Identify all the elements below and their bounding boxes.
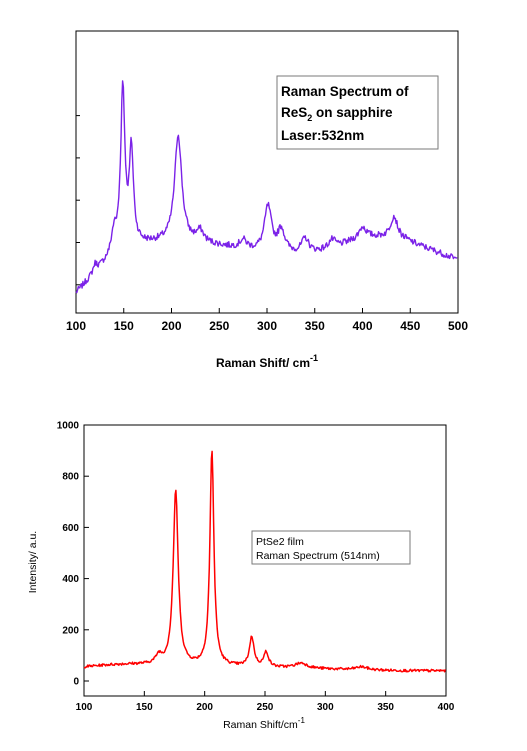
chart-bottom-y-tick-label: 400 <box>62 574 79 585</box>
chart-bottom-y-tick-label: 200 <box>62 625 79 636</box>
chart-bottom-ticks: 100 150 200 250 300 350 400 0 200 400 600 800 1000 <box>57 421 455 714</box>
chart-top-legend: Raman Spectrum of ReS2 on sapphire Laser… <box>276 75 439 150</box>
chart-bottom-y-tick-label: 0 <box>73 677 79 688</box>
chart-top-xlabel-text: Raman Shift/ cm <box>216 356 310 370</box>
chart-top-ticks: 100 150 200 250 300 350 400 450 500 <box>66 115 468 333</box>
chart-top-series-line <box>75 80 458 294</box>
chart-top: 100 150 200 250 300 350 400 450 500 Raman Spectr… <box>66 30 468 370</box>
chart-top-x-tick-label: 450 <box>400 319 420 333</box>
legend-subscript: 2 <box>307 113 312 123</box>
chart-bottom-x-axis-label: Raman Shift/cm-1 <box>223 716 305 731</box>
chart-bottom-legend-line-1: PtSe2 film <box>256 536 304 548</box>
chart-bottom-legend: PtSe2 film Raman Spectrum (514nm) <box>251 530 411 565</box>
chart-bottom-x-tick-label: 350 <box>377 702 394 713</box>
legend-res: ReS <box>281 105 307 120</box>
chart-top-legend-line-2: ReS2 on sapphire <box>281 105 393 123</box>
chart-bottom-y-tick-label: 600 <box>62 523 79 534</box>
chart-top-legend-line-1: Raman Spectrum of <box>281 84 409 99</box>
chart-bottom-x-tick-label: 400 <box>438 702 455 713</box>
chart-top-x-tick-label: 100 <box>66 319 86 333</box>
legend-on-sapphire: on sapphire <box>312 105 393 120</box>
chart-bottom-x-tick-label: 250 <box>257 702 274 713</box>
chart-top-x-tick-label: 200 <box>161 319 181 333</box>
chart-bottom-legend-box <box>251 530 411 565</box>
chart-bottom-x-tick-label: 300 <box>317 702 334 713</box>
chart-top-x-tick-label: 500 <box>448 319 468 333</box>
chart-top-legend-line-3: Laser:532nm <box>281 128 364 143</box>
chart-bottom-legend-line-2: Raman Spectrum (514nm) <box>256 550 380 562</box>
chart-bottom-y-tick-label: 1000 <box>57 421 80 432</box>
chart-bottom-x-tick-label: 150 <box>136 702 153 713</box>
chart-bottom-xlabel-text: Raman Shift/cm <box>223 719 298 731</box>
chart-bottom-xlabel-sup: -1 <box>298 716 306 725</box>
chart-top-legend-box <box>276 75 439 150</box>
chart-bottom-y-tick-label: 800 <box>62 472 79 483</box>
chart-top-x-tick-label: 300 <box>257 319 277 333</box>
chart-bottom-y-axis-label: Intensity/ a.u. <box>27 531 39 593</box>
chart-bottom-series-line <box>83 450 447 673</box>
chart-top-x-tick-label: 400 <box>352 319 372 333</box>
chart-bottom-x-tick-label: 100 <box>76 702 93 713</box>
chart-bottom: 100 150 200 250 300 350 400 0 200 400 600 800 1000 P… <box>27 421 455 732</box>
chart-top-xlabel-sup: -1 <box>310 353 318 363</box>
chart-top-x-tick-label: 250 <box>209 319 229 333</box>
chart-top-x-tick-label: 350 <box>305 319 325 333</box>
chart-top-x-axis-label: Raman Shift/ cm-1 <box>216 353 318 370</box>
chart-bottom-x-tick-label: 200 <box>196 702 213 713</box>
chart-top-x-tick-label: 150 <box>114 319 134 333</box>
